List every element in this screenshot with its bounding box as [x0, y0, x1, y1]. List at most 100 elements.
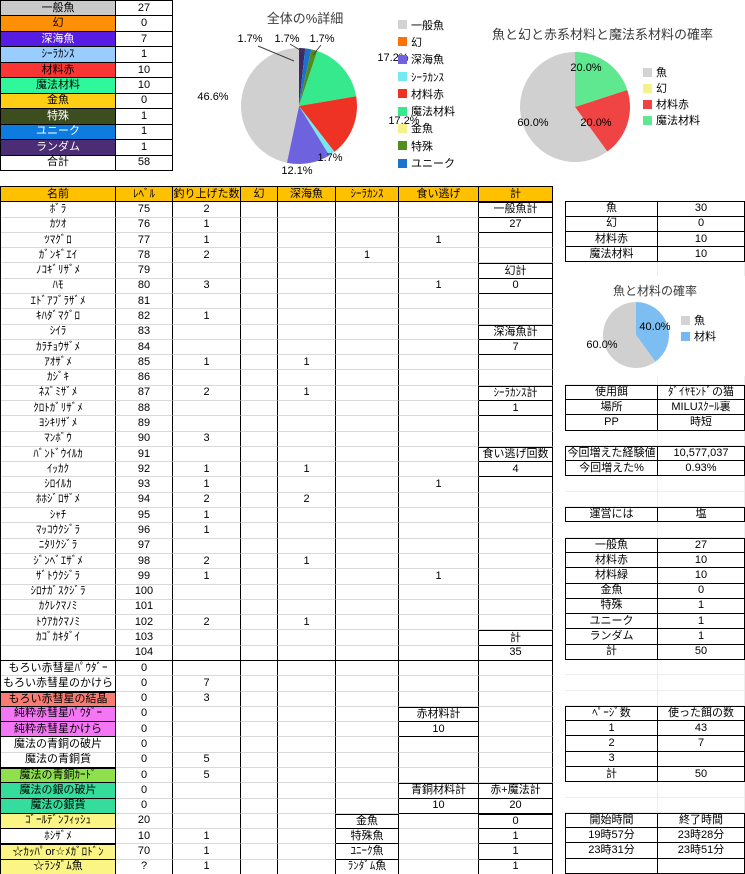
- table-cell[interactable]: [241, 278, 278, 295]
- table-cell[interactable]: [479, 508, 553, 524]
- table-cell[interactable]: 1: [278, 385, 336, 402]
- table-cell[interactable]: [336, 431, 399, 447]
- name-cell[interactable]: ｶﾗﾁｮｳｻﾞﾒ: [1, 339, 116, 356]
- panel-label-cell[interactable]: 幻: [565, 216, 658, 232]
- table-cell[interactable]: [336, 645, 399, 661]
- table-cell[interactable]: [479, 492, 553, 509]
- panel-label-cell[interactable]: ユニーク: [565, 614, 658, 630]
- table-cell[interactable]: 79: [116, 263, 173, 279]
- table-cell[interactable]: [336, 553, 399, 570]
- table-cell[interactable]: [241, 660, 278, 677]
- table-cell[interactable]: 0: [116, 737, 173, 753]
- table-cell[interactable]: [399, 553, 479, 570]
- table-cell[interactable]: [278, 737, 336, 753]
- panel-value-cell[interactable]: [658, 751, 745, 767]
- table-cell[interactable]: 104: [116, 645, 173, 661]
- table-cell[interactable]: [241, 813, 278, 830]
- table-cell[interactable]: [399, 446, 479, 463]
- table-cell[interactable]: 97: [116, 538, 173, 554]
- table-cell[interactable]: [241, 523, 278, 539]
- table-cell[interactable]: [336, 477, 399, 493]
- table-cell[interactable]: [336, 202, 399, 218]
- table-cell[interactable]: [399, 492, 479, 509]
- panel-value-cell[interactable]: 0: [658, 583, 745, 599]
- panel-empty-cell[interactable]: [565, 476, 658, 492]
- table-cell[interactable]: 赤材料計: [399, 706, 479, 723]
- table-cell[interactable]: 89: [116, 416, 173, 432]
- table-cell[interactable]: [278, 691, 336, 707]
- name-cell[interactable]: 魔法の青銅貨: [1, 752, 116, 768]
- table-cell[interactable]: [336, 324, 399, 340]
- panel-empty-cell[interactable]: [658, 659, 745, 676]
- name-cell[interactable]: 魔法の銀貨: [1, 798, 116, 814]
- table-cell[interactable]: [241, 538, 278, 554]
- table-cell[interactable]: [241, 691, 278, 707]
- table-cell[interactable]: [241, 630, 278, 646]
- table-cell[interactable]: [399, 324, 479, 340]
- table-cell[interactable]: [173, 813, 241, 830]
- table-cell[interactable]: [479, 248, 553, 264]
- table-cell[interactable]: [399, 584, 479, 600]
- table-cell[interactable]: ｼｰﾗｶﾝｽ計: [479, 385, 553, 402]
- table-cell[interactable]: 76: [116, 217, 173, 233]
- panel-empty-cell[interactable]: [658, 797, 745, 813]
- table-cell[interactable]: [336, 339, 399, 356]
- table-cell[interactable]: [241, 645, 278, 661]
- column-header[interactable]: ﾚﾍﾞﾙ: [116, 187, 173, 203]
- summary-label-cell[interactable]: ランダム: [1, 140, 116, 156]
- table-cell[interactable]: [399, 355, 479, 371]
- table-cell[interactable]: [278, 217, 336, 233]
- table-cell[interactable]: 20: [116, 813, 173, 830]
- table-cell[interactable]: 4: [479, 462, 553, 478]
- table-cell[interactable]: [241, 844, 278, 860]
- table-cell[interactable]: [278, 722, 336, 738]
- panel-label-cell[interactable]: 材料赤: [565, 552, 658, 569]
- table-cell[interactable]: 103: [116, 630, 173, 646]
- table-cell[interactable]: 1: [399, 569, 479, 585]
- table-cell[interactable]: 96: [116, 523, 173, 539]
- panel-label-cell[interactable]: 2: [565, 736, 658, 752]
- table-cell[interactable]: [241, 599, 278, 616]
- panel-value-cell[interactable]: 0.93%: [658, 461, 745, 477]
- name-cell[interactable]: ﾏﾝﾎﾞｳ: [1, 431, 116, 447]
- table-cell[interactable]: [479, 355, 553, 371]
- table-cell[interactable]: 1: [173, 355, 241, 371]
- table-cell[interactable]: [278, 248, 336, 264]
- table-cell[interactable]: 3: [173, 431, 241, 447]
- table-cell[interactable]: [278, 309, 336, 325]
- panel-empty-cell[interactable]: [565, 690, 658, 706]
- table-cell[interactable]: [278, 813, 336, 830]
- table-cell[interactable]: [479, 553, 553, 570]
- table-cell[interactable]: 0: [479, 278, 553, 295]
- table-cell[interactable]: 98: [116, 553, 173, 570]
- table-cell[interactable]: [479, 584, 553, 600]
- panel-value-cell[interactable]: [658, 858, 745, 874]
- table-cell[interactable]: [336, 615, 399, 631]
- table-cell[interactable]: [479, 706, 553, 723]
- table-cell[interactable]: [479, 676, 553, 692]
- table-cell[interactable]: [173, 645, 241, 661]
- summary-value-cell[interactable]: 1: [116, 47, 173, 63]
- table-cell[interactable]: [241, 492, 278, 509]
- table-cell[interactable]: [241, 737, 278, 753]
- panel-label-cell[interactable]: 19時57分: [565, 828, 658, 844]
- table-cell[interactable]: [278, 339, 336, 356]
- table-cell[interactable]: [173, 630, 241, 646]
- panel-value-cell[interactable]: 終了時間: [658, 812, 745, 829]
- table-cell[interactable]: [399, 676, 479, 692]
- summary-label-cell[interactable]: 幻: [1, 16, 116, 32]
- table-cell[interactable]: 1: [173, 462, 241, 478]
- summary-value-cell[interactable]: 1: [116, 109, 173, 125]
- table-cell[interactable]: [479, 767, 553, 784]
- table-cell[interactable]: 81: [116, 294, 173, 310]
- table-cell[interactable]: [241, 767, 278, 784]
- table-cell[interactable]: [399, 660, 479, 677]
- summary-label-cell[interactable]: ユニーク: [1, 124, 116, 141]
- summary-value-cell[interactable]: 1: [116, 140, 173, 156]
- table-cell[interactable]: [399, 859, 479, 874]
- table-cell[interactable]: [278, 645, 336, 661]
- table-cell[interactable]: 一般魚計: [479, 202, 553, 218]
- table-cell[interactable]: 10: [399, 798, 479, 814]
- table-cell[interactable]: [479, 523, 553, 539]
- table-cell[interactable]: 85: [116, 355, 173, 371]
